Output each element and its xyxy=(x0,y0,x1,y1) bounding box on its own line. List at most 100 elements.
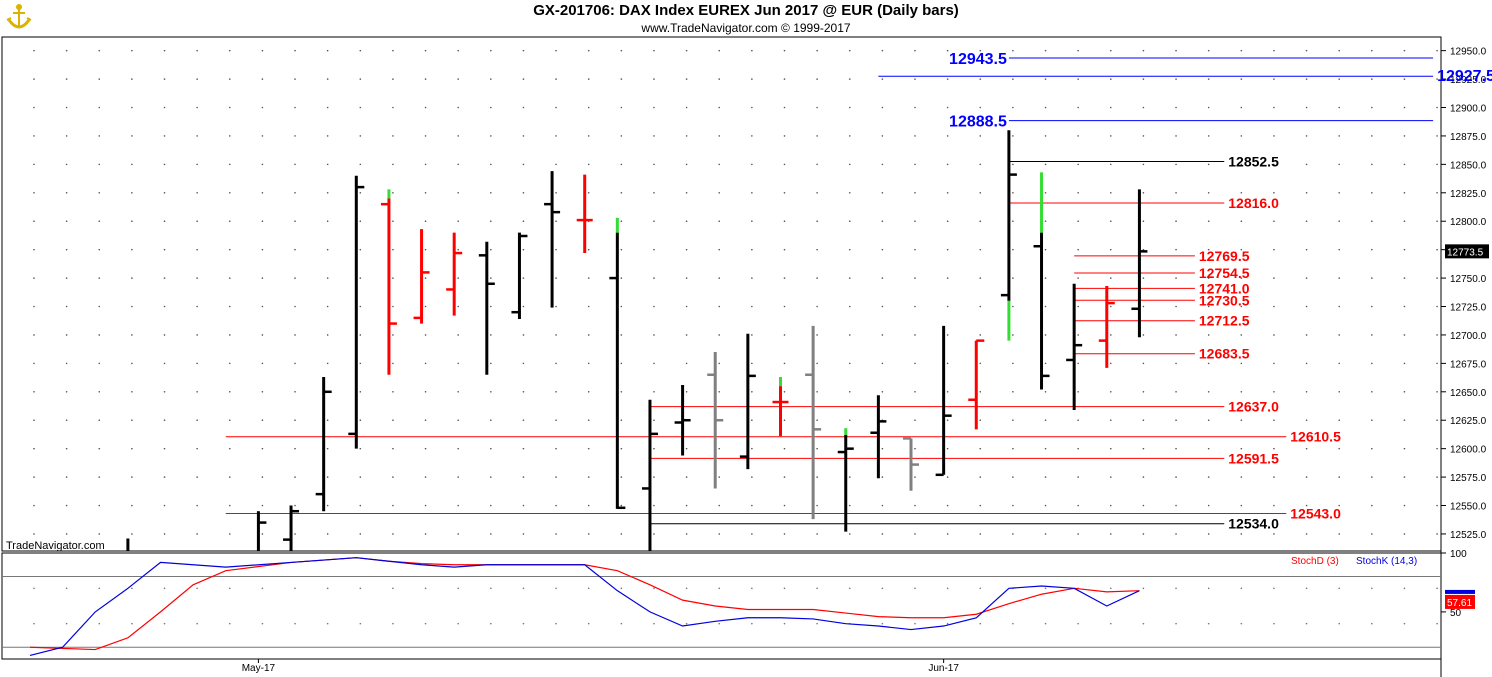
grid-dot xyxy=(163,78,166,80)
grid-dot xyxy=(1436,135,1438,137)
grid-dot xyxy=(816,390,818,393)
grid-dot xyxy=(1371,163,1373,166)
level-label: 12712.5 xyxy=(1199,313,1250,329)
grid-dot xyxy=(98,622,101,625)
grid-dot xyxy=(65,504,68,507)
grid-dot xyxy=(1338,334,1340,336)
grid-dot xyxy=(914,587,916,590)
grid-dot xyxy=(914,334,916,336)
grid-dot xyxy=(163,277,166,279)
grid-dot xyxy=(1273,504,1275,507)
grid-dot xyxy=(261,191,264,194)
grid-dot xyxy=(653,390,655,393)
grid-dot xyxy=(294,533,296,535)
grid-dot xyxy=(587,419,590,422)
ohlc-bar xyxy=(968,339,985,430)
grid-dot xyxy=(914,533,916,535)
last-value-marker xyxy=(1445,589,1475,594)
grid-dot xyxy=(1338,78,1340,80)
grid-dot xyxy=(620,78,623,80)
grid-dot xyxy=(1109,587,1112,590)
grid-dot xyxy=(98,163,101,166)
level-label: 12730.5 xyxy=(1199,292,1250,308)
grid-dot xyxy=(522,362,525,365)
grid-dot xyxy=(718,248,721,251)
grid-dot xyxy=(848,504,851,507)
grid-dot xyxy=(816,476,818,478)
grid-dot xyxy=(490,334,492,336)
grid-dot xyxy=(261,49,264,52)
grid-dot xyxy=(1305,334,1308,336)
grid-dot xyxy=(196,78,198,80)
grid-dot xyxy=(1273,362,1275,365)
grid-dot xyxy=(881,305,884,308)
grid-dot xyxy=(33,220,35,223)
grid-dot xyxy=(261,533,264,535)
grid-dot xyxy=(1273,334,1275,336)
grid-dot xyxy=(653,163,655,166)
grid-dot xyxy=(424,390,427,393)
grid-dot xyxy=(163,163,166,166)
grid-dot xyxy=(979,220,982,223)
grid-dot xyxy=(1273,135,1275,137)
level-label: 12683.5 xyxy=(1199,346,1250,362)
grid-dot xyxy=(783,135,786,137)
grid-dot xyxy=(1012,78,1014,80)
grid-dot xyxy=(783,622,786,625)
grid-dot xyxy=(326,277,329,279)
grid-dot xyxy=(718,362,721,365)
grid-dot xyxy=(685,334,688,336)
grid-dot xyxy=(1044,305,1047,308)
grid-dot xyxy=(816,362,818,365)
grid-dot xyxy=(751,390,753,393)
grid-dot xyxy=(1371,622,1373,625)
grid-dot xyxy=(228,362,231,365)
grid-dot xyxy=(555,163,557,166)
grid-dot xyxy=(848,220,851,223)
grid-dot xyxy=(1273,277,1275,279)
grid-dot xyxy=(98,135,101,137)
grid-dot xyxy=(1207,587,1210,590)
grid-dot xyxy=(522,447,525,450)
grid-dot xyxy=(424,533,427,535)
grid-dot xyxy=(457,220,459,223)
grid-dot xyxy=(1338,277,1340,279)
grid-dot xyxy=(98,533,101,535)
grid-dot xyxy=(490,587,492,590)
grid-dot xyxy=(522,163,525,166)
grid-dot xyxy=(98,78,101,80)
grid-dot xyxy=(1109,78,1112,80)
grid-dot xyxy=(1044,78,1047,80)
grid-dot xyxy=(228,248,231,251)
grid-dot xyxy=(946,447,949,450)
grid-dot xyxy=(1175,419,1177,422)
grid-dot xyxy=(718,622,721,625)
grid-dot xyxy=(65,49,68,52)
grid-dot xyxy=(1175,78,1177,80)
grid-dot xyxy=(620,622,623,625)
grid-dot xyxy=(33,49,35,52)
grid-dot xyxy=(1207,390,1210,393)
grid-dot xyxy=(751,362,753,365)
y-tick-label: 12600.0 xyxy=(1450,445,1487,456)
y-tick-label: 12525.0 xyxy=(1450,530,1487,541)
grid-dot xyxy=(620,220,623,223)
grid-dot xyxy=(1044,220,1047,223)
grid-dot xyxy=(1044,135,1047,137)
grid-dot xyxy=(685,49,688,52)
grid-dot xyxy=(1240,191,1243,194)
grid-dot xyxy=(881,447,884,450)
grid-dot xyxy=(653,533,655,535)
grid-dot xyxy=(914,78,916,80)
grid-dot xyxy=(1077,191,1079,194)
grid-dot xyxy=(457,504,459,507)
grid-dot xyxy=(131,362,133,365)
grid-dot xyxy=(1305,78,1308,80)
grid-dot xyxy=(457,135,459,137)
grid-dot xyxy=(65,191,68,194)
grid-dot xyxy=(1403,334,1406,336)
grid-dot xyxy=(228,447,231,450)
grid-dot xyxy=(1403,533,1406,535)
grid-dot xyxy=(685,622,688,625)
